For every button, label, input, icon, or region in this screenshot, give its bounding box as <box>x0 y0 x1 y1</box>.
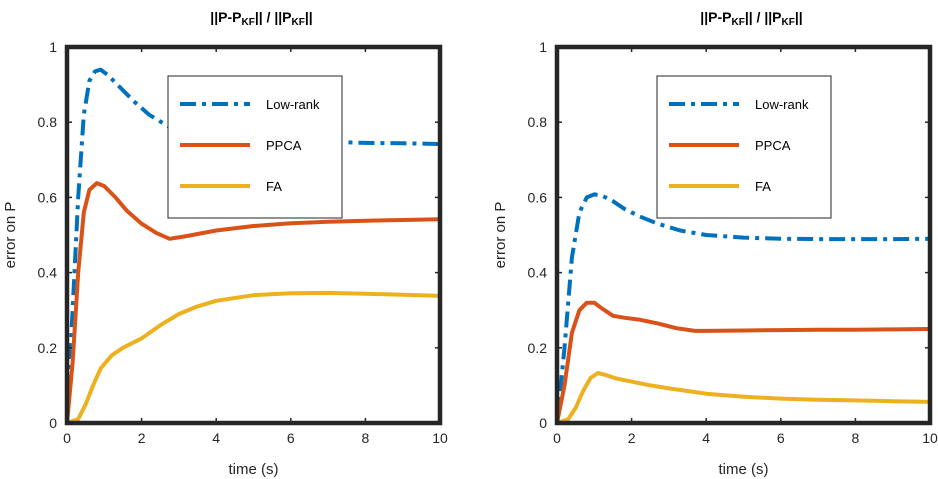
series-line-low-rank <box>65 67 441 424</box>
x-tick-label: 10 <box>432 430 448 446</box>
axes-box <box>554 44 933 426</box>
y-tick-label: 0.4 <box>38 265 58 281</box>
x-tick-label: 4 <box>212 430 220 446</box>
chart-title: ||P-PKF|| / ||PKF|| <box>210 9 312 28</box>
chart-title-part: || / ||P <box>255 9 292 25</box>
chart-panel-2: ||P-PKF|| / ||PKF||0 2 4 6 8 1000.20.40.60.81… <box>492 9 938 478</box>
y-tick-label: 0.8 <box>38 114 58 130</box>
legend-label: PPCA <box>266 138 302 153</box>
legend-label: Low-rank <box>266 97 320 112</box>
x-axis-label: time (s) <box>229 461 279 478</box>
y-tick-label: 0 <box>49 415 57 431</box>
y-tick-label: 0 <box>539 415 547 431</box>
series-line-low-rank <box>555 192 931 424</box>
x-tick-label: 8 <box>852 430 860 446</box>
x-tick-label: 2 <box>138 430 146 446</box>
x-tick-label: 2 <box>628 430 636 446</box>
legend-label: PPCA <box>755 138 791 153</box>
chart-title-part: ||P-P <box>210 9 241 25</box>
axes-box <box>64 44 443 426</box>
x-tick-label: 4 <box>702 430 710 446</box>
y-tick-label: 1 <box>49 39 57 55</box>
x-tick-label: 0 <box>553 430 561 446</box>
x-tick-label: 0 <box>63 430 71 446</box>
series-line-fa <box>556 371 931 425</box>
y-tick-label: 1 <box>539 39 547 55</box>
chart-title-part: || <box>795 9 803 25</box>
x-tick-label: 6 <box>287 430 295 446</box>
legend-label: FA <box>266 179 282 194</box>
series-line-ppca <box>555 300 931 424</box>
x-tick-label: 6 <box>777 430 785 446</box>
chart-title-subscript: KF <box>731 17 744 28</box>
chart-title-subscript: KF <box>782 17 795 28</box>
y-axis-label: error on P <box>492 202 509 269</box>
y-tick-label: 0.6 <box>38 189 58 205</box>
series-line-ppca <box>65 181 441 424</box>
legend-label: Low-rank <box>755 97 809 112</box>
legend-label: FA <box>755 179 771 194</box>
series-line-fa <box>66 290 441 425</box>
x-axis-label: time (s) <box>719 461 769 478</box>
legend: Low-rank PPCA FA <box>656 75 832 219</box>
legend: Low-rank PPCA FA <box>167 75 343 219</box>
y-axis-label: error on P <box>2 202 19 269</box>
chart-title-part: || <box>305 9 313 25</box>
x-tick-label: 8 <box>362 430 370 446</box>
chart-panel-1: ||P-PKF|| / ||PKF||0 2 4 6 8 1000.20.40.60.81… <box>2 9 448 478</box>
chart-title-part: ||P-P <box>700 9 731 25</box>
x-tick-label: 10 <box>922 430 938 446</box>
y-tick-label: 0.6 <box>528 189 548 205</box>
y-tick-label: 0.8 <box>528 114 548 130</box>
chart-title-subscript: KF <box>241 17 254 28</box>
chart-title: ||P-PKF|| / ||PKF|| <box>700 9 802 28</box>
y-tick-label: 0.4 <box>528 265 548 281</box>
chart-title-subscript: KF <box>292 17 305 28</box>
y-tick-label: 0.2 <box>528 340 548 356</box>
y-tick-label: 0.2 <box>38 340 58 356</box>
chart-title-part: || / ||P <box>745 9 782 25</box>
